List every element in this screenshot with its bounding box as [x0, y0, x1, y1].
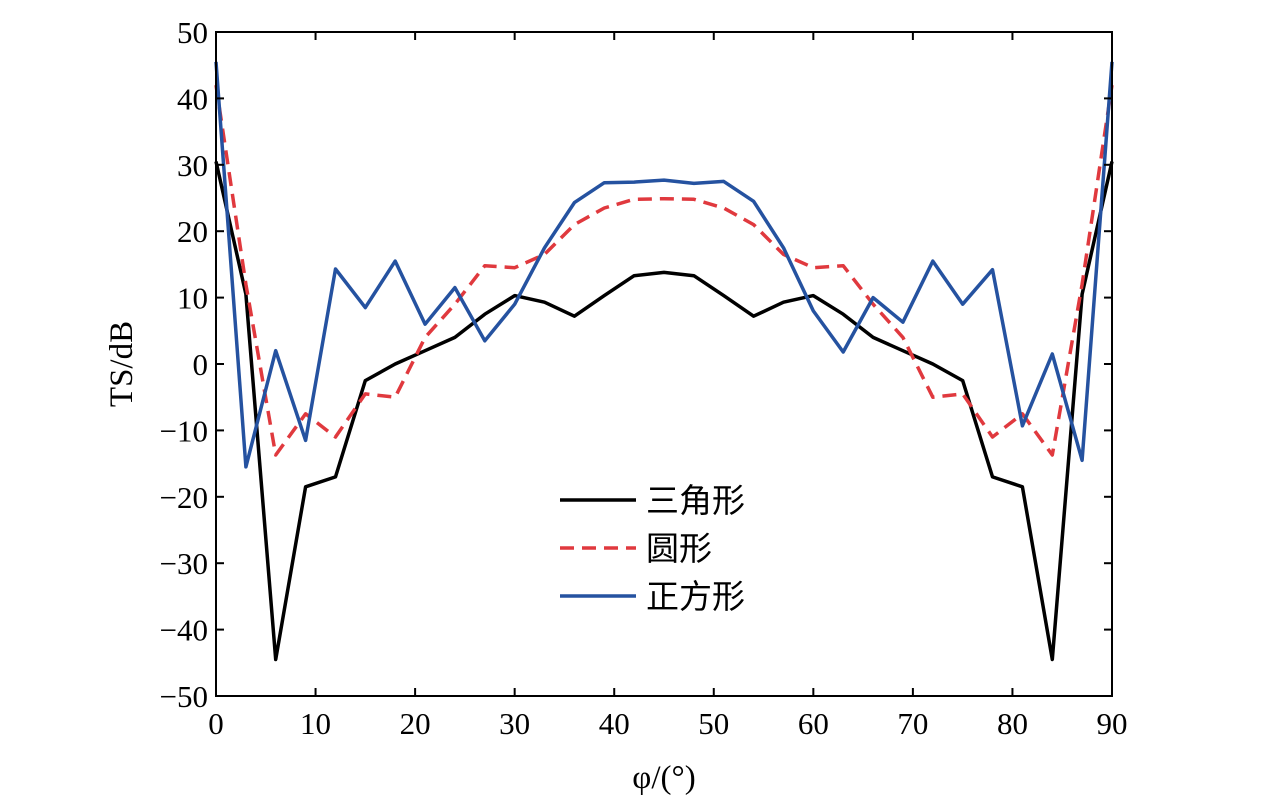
legend-label: 正方形	[646, 577, 745, 616]
x-tick-label: 70	[897, 706, 928, 741]
y-tick-label: −10	[160, 413, 208, 448]
y-axis-label: TS/dB	[104, 321, 140, 407]
y-tick-label: −20	[160, 480, 208, 515]
x-tick-label: 80	[997, 706, 1028, 741]
y-tick-label: −50	[160, 679, 208, 714]
x-tick-label: 30	[499, 706, 530, 741]
y-tick-label: −30	[160, 546, 208, 581]
y-tick-label: 10	[177, 281, 208, 316]
y-tick-label: 0	[193, 347, 209, 382]
y-tick-label: 40	[177, 81, 208, 116]
x-tick-label: 40	[599, 706, 630, 741]
y-tick-label: 30	[177, 148, 208, 183]
x-tick-label: 10	[300, 706, 331, 741]
plot-lines	[214, 61, 1114, 662]
series-line	[214, 84, 1114, 457]
x-tick-label: 50	[698, 706, 729, 741]
y-tick-label: 20	[177, 214, 208, 249]
x-tick-label: 20	[400, 706, 431, 741]
legend-label: 圆形	[646, 529, 712, 568]
legend-label: 三角形	[646, 481, 745, 520]
x-axis-label: φ/(°)	[632, 760, 695, 796]
x-tick-label: 0	[208, 706, 224, 741]
x-tick-label: 90	[1097, 706, 1128, 741]
series-line	[214, 61, 1114, 469]
x-tick-label: 60	[798, 706, 829, 741]
y-tick-label: −40	[160, 613, 208, 648]
axis-ticks: 0 10 20 30 40 50 60 70 80 90 50 40 30 20 10 0 −10 −20 −30 −…	[160, 15, 1128, 741]
y-tick-label: 50	[177, 15, 208, 50]
series-line	[214, 161, 1114, 662]
